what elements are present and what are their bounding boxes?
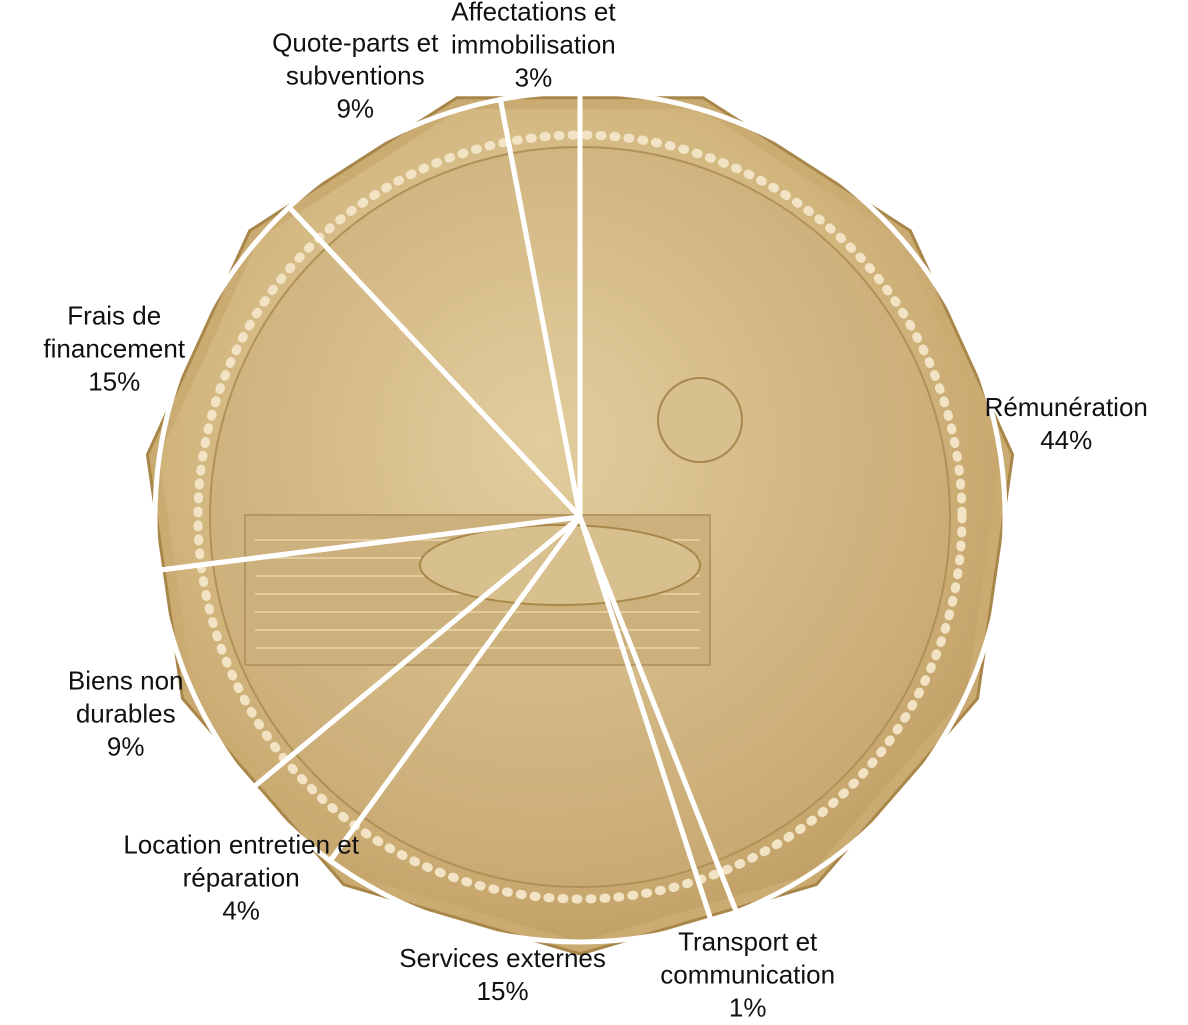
value-label: 3%	[423, 62, 643, 95]
category-label: Services externes	[399, 942, 606, 975]
category-label: Transport et communication	[643, 926, 853, 992]
value-label: 44%	[985, 424, 1148, 457]
value-label: 9%	[255, 92, 455, 125]
value-label: 15%	[29, 366, 199, 399]
slices	[155, 92, 1005, 942]
chart: Rémunération44% Transport et communicatio…	[0, 0, 1188, 1020]
category-label: Location entretien et réparation	[121, 828, 361, 894]
category-label: Biens non durables	[51, 664, 201, 730]
category-label: Affectations et immobilisation	[423, 0, 643, 62]
value-label: 15%	[399, 975, 606, 1008]
category-label: Rémunération	[985, 391, 1148, 424]
value-label: 4%	[121, 894, 361, 927]
category-label: Frais de financement	[29, 300, 199, 366]
value-label: 9%	[51, 730, 201, 763]
